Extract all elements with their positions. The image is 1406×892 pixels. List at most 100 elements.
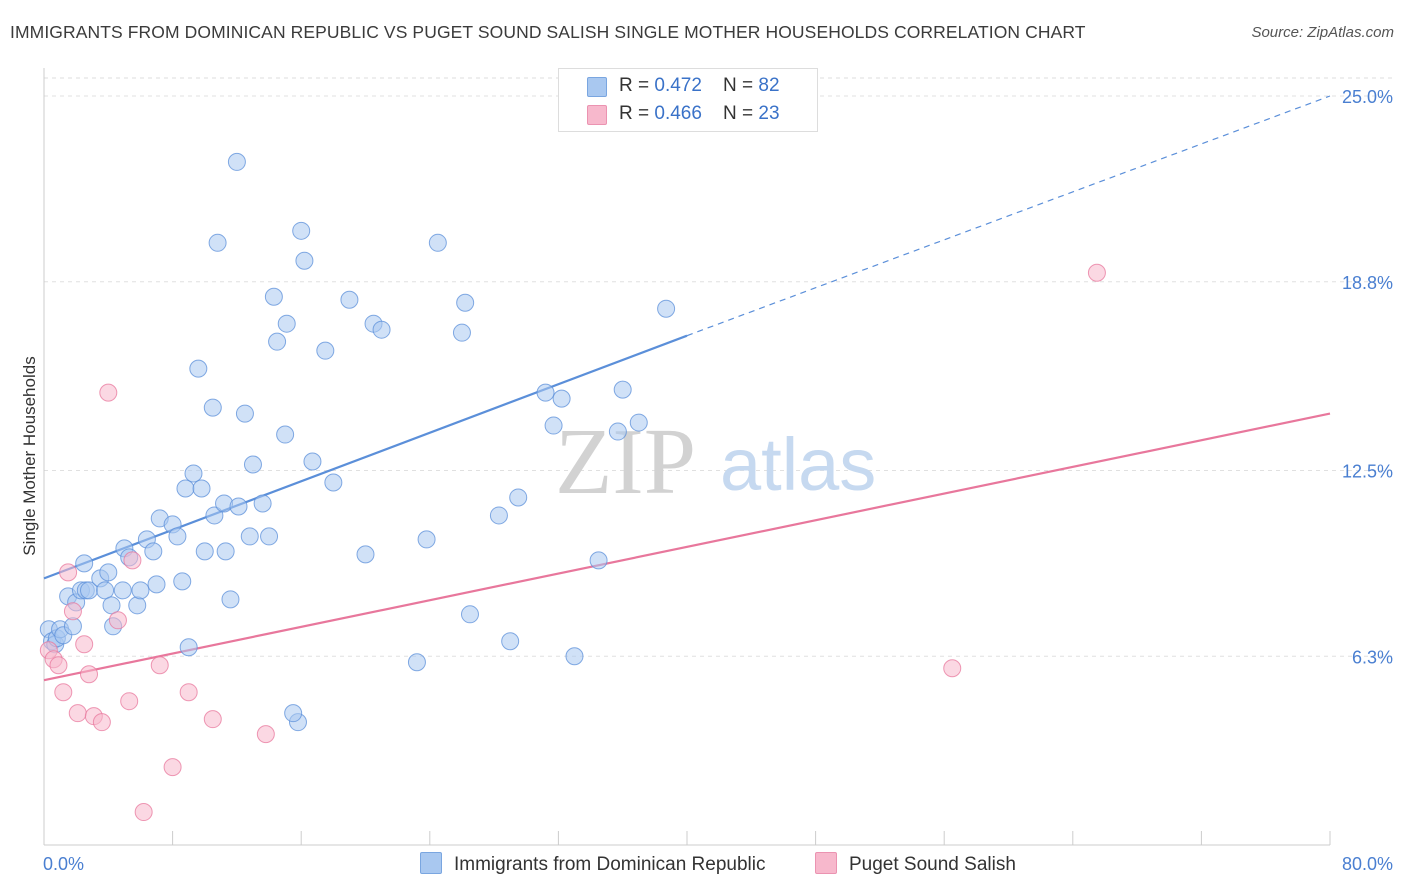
point-dominican bbox=[276, 425, 295, 444]
point-dominican bbox=[456, 293, 475, 312]
point-dominican bbox=[589, 551, 608, 570]
point-dominican bbox=[284, 704, 303, 723]
point-dominican bbox=[147, 575, 166, 594]
trend-lines bbox=[43, 95, 1331, 682]
point-dominican bbox=[203, 398, 222, 417]
legend-n-label: N = bbox=[723, 103, 759, 124]
point-salish bbox=[943, 659, 962, 678]
point-dominican bbox=[192, 479, 211, 498]
point-salish bbox=[203, 710, 222, 729]
point-dominican bbox=[75, 554, 94, 573]
chart-title: IMMIGRANTS FROM DOMINICAN REPUBLIC VS PU… bbox=[10, 22, 1086, 42]
point-dominican bbox=[144, 542, 163, 561]
stats-legend: R = 0.472 N = 82 R = 0.466 N = 23 bbox=[558, 68, 818, 132]
y-tick-label: 25.0% bbox=[1342, 87, 1393, 107]
point-dominican bbox=[629, 413, 648, 432]
legend-swatch-pink bbox=[587, 105, 607, 125]
data-points bbox=[39, 152, 1106, 822]
bottom-legend-dominican: Immigrants from Dominican Republic bbox=[420, 852, 766, 876]
legend-r-label: R = bbox=[619, 103, 655, 124]
point-dominican bbox=[657, 299, 676, 318]
watermark: ZIP atlas bbox=[555, 410, 876, 514]
point-dominican bbox=[316, 341, 335, 360]
bottom-legend-swatch-pink bbox=[815, 852, 837, 874]
point-salish bbox=[179, 683, 198, 702]
bottom-legend-salish: Puget Sound Salish bbox=[815, 852, 1016, 876]
point-salish bbox=[63, 602, 82, 621]
point-dominican bbox=[168, 527, 187, 546]
point-salish bbox=[163, 758, 182, 777]
point-dominican bbox=[99, 563, 118, 582]
point-dominican bbox=[264, 287, 283, 306]
legend-r-value: 0.472 bbox=[654, 75, 702, 96]
legend-r-value: 0.466 bbox=[654, 103, 702, 124]
point-salish bbox=[134, 803, 153, 822]
point-dominican bbox=[253, 494, 272, 513]
point-dominican bbox=[268, 332, 287, 351]
point-dominican bbox=[184, 464, 203, 483]
point-salish bbox=[59, 563, 78, 582]
point-dominican bbox=[131, 581, 150, 600]
point-dominican bbox=[102, 596, 121, 615]
point-dominican bbox=[324, 473, 343, 492]
point-dominican bbox=[189, 359, 208, 378]
point-dominican bbox=[544, 416, 563, 435]
point-dominican bbox=[243, 455, 262, 474]
point-dominican bbox=[340, 290, 359, 309]
point-dominican bbox=[460, 605, 479, 624]
y-tick-label: 18.8% bbox=[1342, 273, 1393, 293]
legend-n-value: 82 bbox=[758, 75, 780, 96]
point-dominican bbox=[216, 542, 235, 561]
point-salish bbox=[75, 635, 94, 654]
point-salish bbox=[108, 611, 127, 630]
legend-swatch-blue bbox=[587, 77, 607, 97]
legend-n-label: N = bbox=[723, 75, 759, 96]
point-dominican bbox=[536, 383, 555, 402]
point-dominican bbox=[205, 506, 224, 525]
axes bbox=[43, 68, 1331, 846]
grid-lines bbox=[44, 77, 1392, 657]
point-salish bbox=[80, 665, 99, 684]
point-dominican bbox=[565, 647, 584, 666]
legend-r-label: R = bbox=[619, 75, 655, 96]
point-dominican bbox=[208, 233, 227, 252]
y-tick-label: 12.5% bbox=[1342, 462, 1393, 482]
point-salish bbox=[99, 383, 118, 402]
point-dominican bbox=[489, 506, 508, 525]
x-tick-label: 80.0% bbox=[1342, 854, 1393, 874]
point-salish bbox=[120, 692, 139, 711]
point-dominican bbox=[452, 323, 471, 342]
point-dominican bbox=[229, 497, 248, 516]
point-dominican bbox=[96, 581, 115, 600]
point-salish bbox=[54, 683, 73, 702]
point-dominican bbox=[277, 314, 296, 333]
watermark-atlas: atlas bbox=[720, 423, 876, 506]
point-salish bbox=[1087, 263, 1106, 282]
point-dominican bbox=[501, 632, 520, 651]
watermark-zip: ZIP bbox=[555, 410, 696, 514]
point-dominican bbox=[407, 653, 426, 672]
point-dominican bbox=[509, 488, 528, 507]
point-salish bbox=[68, 704, 87, 723]
trend-line-extension-0 bbox=[686, 95, 1331, 337]
point-dominican bbox=[113, 581, 132, 600]
point-dominican bbox=[221, 590, 240, 609]
point-dominican bbox=[417, 530, 436, 549]
point-salish bbox=[150, 656, 169, 675]
x-tick-labels: 0.0% 80.0% bbox=[43, 854, 1393, 874]
point-dominican bbox=[303, 452, 322, 471]
point-dominican bbox=[613, 380, 632, 399]
bottom-legend-label: Puget Sound Salish bbox=[849, 854, 1016, 875]
point-salish bbox=[49, 656, 68, 675]
point-dominican bbox=[179, 638, 198, 657]
point-dominican bbox=[295, 251, 314, 270]
x-tick-label: 0.0% bbox=[43, 854, 84, 874]
y-axis-title: Single Mother Households bbox=[20, 356, 39, 555]
point-dominican bbox=[292, 221, 311, 240]
bottom-legend-swatch-blue bbox=[420, 852, 442, 874]
trend-line-1 bbox=[43, 412, 1331, 682]
point-dominican bbox=[195, 542, 214, 561]
point-salish bbox=[123, 551, 142, 570]
source-credit: Source: ZipAtlas.com bbox=[1251, 24, 1394, 41]
